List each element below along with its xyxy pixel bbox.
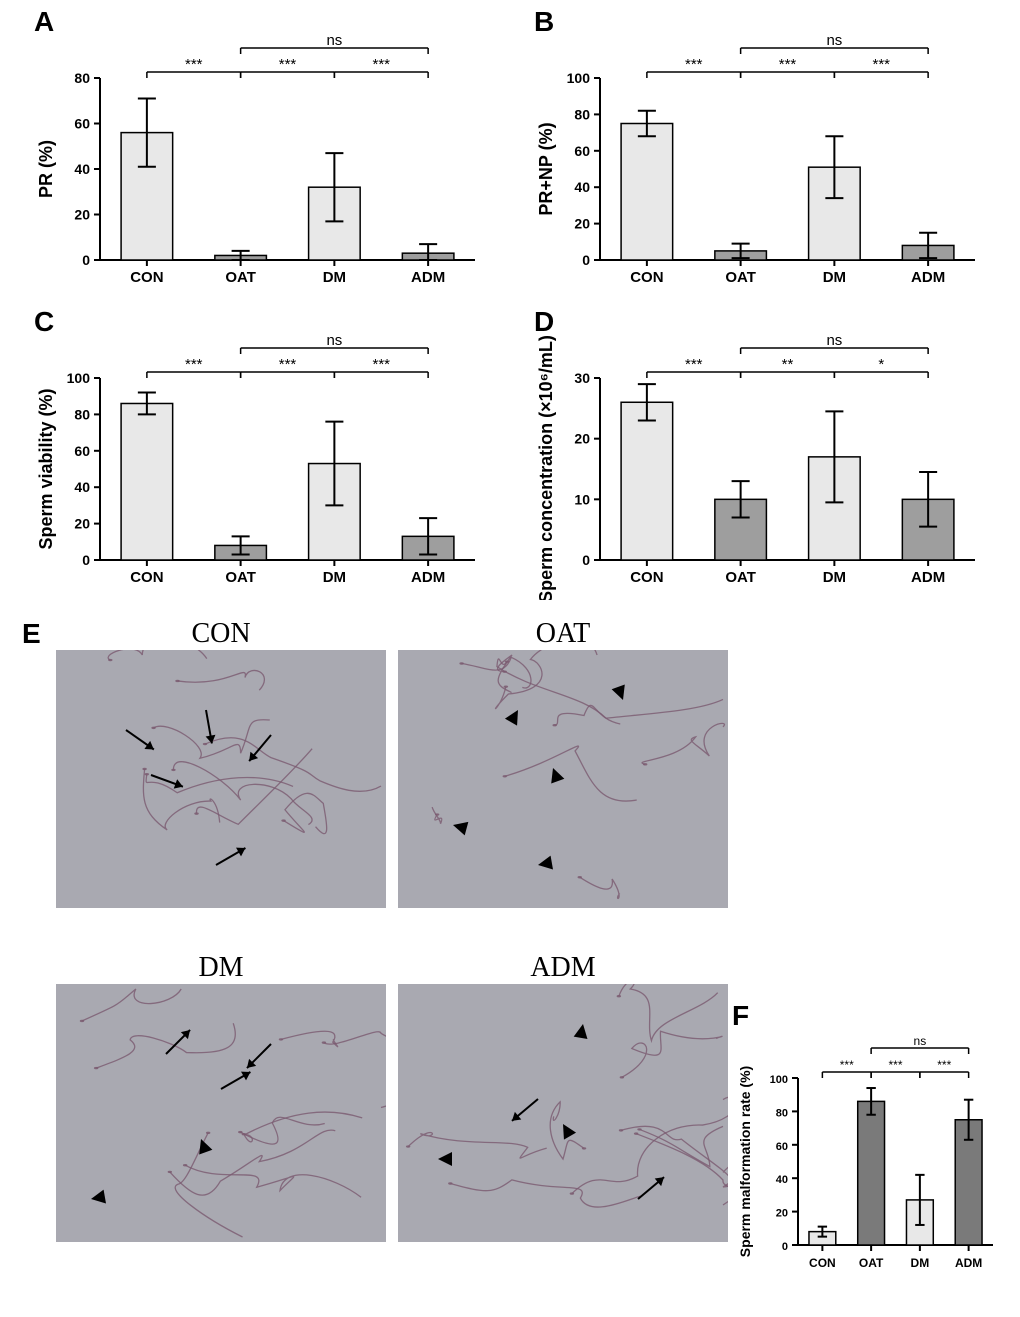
svg-text:80: 80 xyxy=(74,70,90,86)
svg-text:80: 80 xyxy=(776,1107,788,1119)
svg-text:60: 60 xyxy=(74,116,90,132)
svg-text:CON: CON xyxy=(130,569,163,586)
svg-text:CON: CON xyxy=(130,269,163,286)
micrograph-dm: DM xyxy=(56,952,386,1247)
svg-text:80: 80 xyxy=(74,406,90,422)
micrograph-label-con: CON xyxy=(56,618,386,650)
micrograph-adm: ADM xyxy=(398,952,728,1247)
svg-text:ns: ns xyxy=(826,332,842,349)
svg-text:10: 10 xyxy=(574,491,590,507)
svg-text:100: 100 xyxy=(770,1074,788,1086)
svg-text:***: *** xyxy=(185,356,203,373)
svg-text:40: 40 xyxy=(776,1174,788,1186)
svg-text:***: *** xyxy=(685,356,703,373)
svg-text:CON: CON xyxy=(630,269,663,286)
svg-text:CON: CON xyxy=(630,569,663,586)
svg-text:***: *** xyxy=(279,56,297,73)
micrograph-image-dm xyxy=(56,984,386,1242)
svg-text:PR (%): PR (%) xyxy=(36,140,56,198)
svg-text:***: *** xyxy=(185,56,203,73)
svg-text:20: 20 xyxy=(574,431,590,447)
micrograph-label-dm: DM xyxy=(56,952,386,984)
svg-text:100: 100 xyxy=(67,370,91,386)
svg-text:20: 20 xyxy=(574,216,590,232)
svg-text:PR+NP (%): PR+NP (%) xyxy=(536,122,556,215)
chart-D: 0 10 20 30 Sperm concentration (×10⁶/mL) CON O… xyxy=(530,310,990,600)
svg-text:OAT: OAT xyxy=(859,1256,884,1270)
svg-text:ns: ns xyxy=(326,32,342,49)
svg-text:***: *** xyxy=(279,356,297,373)
svg-text:DM: DM xyxy=(323,569,346,586)
svg-text:***: *** xyxy=(372,56,390,73)
svg-text:DM: DM xyxy=(323,269,346,286)
micrograph-label-oat: OAT xyxy=(398,618,728,650)
micrograph-oat: OAT xyxy=(398,618,728,913)
svg-text:Sperm malformation rate (%): Sperm malformation rate (%) xyxy=(737,1066,753,1257)
svg-text:***: *** xyxy=(872,56,890,73)
svg-text:DM: DM xyxy=(911,1256,930,1270)
svg-text:OAT: OAT xyxy=(225,569,256,586)
svg-text:0: 0 xyxy=(82,252,90,268)
micrograph-image-con xyxy=(56,650,386,908)
svg-text:CON: CON xyxy=(809,1256,836,1270)
svg-text:OAT: OAT xyxy=(225,269,256,286)
svg-text:DM: DM xyxy=(823,269,846,286)
micrograph-label-adm: ADM xyxy=(398,952,728,984)
micrograph-image-adm xyxy=(398,984,728,1242)
panel-letter-D: D xyxy=(534,306,554,338)
svg-text:40: 40 xyxy=(574,179,590,195)
svg-text:***: *** xyxy=(372,356,390,373)
svg-text:100: 100 xyxy=(567,70,591,86)
svg-text:ns: ns xyxy=(826,32,842,49)
panel-letter-E: E xyxy=(22,618,41,650)
svg-text:30: 30 xyxy=(574,370,590,386)
svg-text:Sperm concentration (×10⁶/mL): Sperm concentration (×10⁶/mL) xyxy=(536,335,556,600)
panel-letter-B: B xyxy=(534,6,554,38)
svg-text:40: 40 xyxy=(74,161,90,177)
svg-text:0: 0 xyxy=(82,552,90,568)
svg-text:***: *** xyxy=(685,56,703,73)
chart-A: 0 20 40 60 80 PR (%) CON OAT DM ADM *** *** *** ns xyxy=(30,10,490,300)
micrograph-image-oat xyxy=(398,650,728,908)
svg-text:ns: ns xyxy=(326,332,342,349)
svg-text:0: 0 xyxy=(782,1241,788,1253)
svg-text:60: 60 xyxy=(574,143,590,159)
chart-B: 0 20 40 60 80 100 PR+NP (%) CON OAT DM ADM *** *** **… xyxy=(530,10,990,300)
svg-text:Sperm viability (%): Sperm viability (%) xyxy=(36,388,56,549)
chart-C: 0 20 40 60 80 100 Sperm viability (%) CON OAT DM A… xyxy=(30,310,490,600)
svg-text:***: *** xyxy=(840,1058,854,1072)
svg-text:60: 60 xyxy=(776,1141,788,1153)
svg-text:80: 80 xyxy=(574,106,590,122)
svg-text:***: *** xyxy=(937,1058,951,1072)
svg-text:20: 20 xyxy=(74,516,90,532)
svg-text:0: 0 xyxy=(582,252,590,268)
svg-text:**: ** xyxy=(782,356,794,373)
svg-text:*: * xyxy=(878,356,884,373)
svg-text:OAT: OAT xyxy=(725,569,756,586)
panel-letter-A: A xyxy=(34,6,54,38)
svg-text:20: 20 xyxy=(74,207,90,223)
svg-text:ns: ns xyxy=(914,1034,927,1048)
svg-text:0: 0 xyxy=(582,552,590,568)
svg-text:ADM: ADM xyxy=(911,269,945,286)
svg-text:DM: DM xyxy=(823,569,846,586)
svg-text:***: *** xyxy=(779,56,797,73)
svg-text:OAT: OAT xyxy=(725,269,756,286)
panel-letter-F: F xyxy=(732,1000,749,1032)
svg-text:40: 40 xyxy=(74,479,90,495)
svg-text:20: 20 xyxy=(776,1208,788,1220)
svg-text:ADM: ADM xyxy=(955,1256,982,1270)
micrograph-con: CON xyxy=(56,618,386,913)
svg-text:***: *** xyxy=(888,1058,902,1072)
chart-F: 0 20 40 60 80 100 Sperm malformation rate (%) C… xyxy=(728,1010,1008,1285)
svg-text:ADM: ADM xyxy=(411,569,445,586)
panel-letter-C: C xyxy=(34,306,54,338)
svg-text:60: 60 xyxy=(74,443,90,459)
svg-text:ADM: ADM xyxy=(411,269,445,286)
svg-text:ADM: ADM xyxy=(911,569,945,586)
